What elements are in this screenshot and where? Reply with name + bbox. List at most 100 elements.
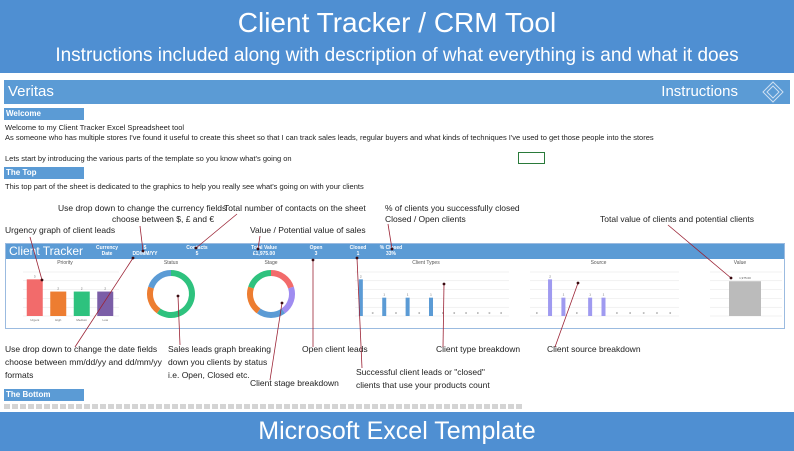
- annotation-pct-2: Closed / Open clients: [385, 214, 466, 224]
- annotation-client-type: Client type breakdown: [436, 344, 521, 354]
- annotation-pct-1: % of clients you successfully closed: [385, 203, 520, 213]
- source-chart: Source 0 2 1 0 1 1 0 0 0 0 0: [516, 260, 681, 328]
- data-label: 0: [372, 311, 374, 315]
- data-label: 0: [643, 311, 645, 315]
- data-label: 1,975.00: [739, 276, 751, 280]
- annotation-status-2: down you clients by status: [168, 357, 268, 367]
- open-value: 3: [314, 251, 318, 257]
- chart-title: Status: [163, 260, 179, 266]
- data-label: 3: [34, 274, 36, 278]
- data-label: 0: [669, 311, 671, 315]
- client-types-chart: Client Types 2 0 1 0 1 0 1 0 0 0 0 0 0: [341, 260, 511, 328]
- bar: [729, 281, 761, 316]
- tick-label: Urgent: [30, 318, 39, 322]
- annotation-total-value: Total value of clients and potential cli…: [600, 214, 755, 224]
- data-label: 2: [81, 287, 83, 291]
- currency-label: Currency: [96, 245, 118, 251]
- donut-segment: [247, 286, 261, 314]
- annotation-date-1: Use drop down to change the date fields: [5, 344, 158, 354]
- donut-segment: [270, 270, 294, 289]
- data-label: 0: [576, 311, 578, 315]
- annotation-status-3: i.e. Open, Closed etc.: [168, 370, 250, 380]
- annotation-status-1: Sales leads graph breaking: [168, 344, 272, 354]
- annotation-date-3: formats: [5, 370, 34, 380]
- selected-cell[interactable]: [518, 152, 545, 164]
- currency-dropdown[interactable]: $: [143, 245, 147, 251]
- donut-segment: [281, 286, 295, 314]
- top-banner: Client Tracker / CRM Tool Instructions i…: [0, 0, 794, 76]
- donut-segment: [248, 270, 272, 289]
- annotation-closed-1: Successful client leads or "closed": [356, 367, 485, 377]
- priority-chart: Priority 3 Urgent 2 High 2 Medium 2 Low: [9, 260, 121, 328]
- open-label: Open: [309, 245, 323, 251]
- bottom-banner: Microsoft Excel Template: [0, 412, 794, 451]
- tick-label: Low: [102, 318, 108, 322]
- donut-segment: [148, 270, 172, 289]
- chart-title: Source: [590, 260, 607, 266]
- bar: [405, 297, 410, 316]
- date-label: Date: [101, 251, 113, 257]
- bar: [26, 279, 43, 316]
- data-label: 0: [442, 311, 444, 315]
- total-value-label: Total Value: [250, 245, 278, 251]
- data-label: 1: [430, 293, 432, 297]
- status-chart: Status: [131, 260, 211, 328]
- bar: [588, 297, 593, 316]
- bar: [561, 297, 566, 316]
- section-the-top: The Top: [4, 167, 84, 179]
- bar: [601, 297, 606, 316]
- donut-segment: [147, 286, 161, 314]
- bar: [50, 291, 67, 316]
- bar: [382, 297, 387, 316]
- chart-title: Stage: [264, 260, 278, 266]
- stage-chart: Stage: [231, 260, 311, 328]
- annotation-contacts: Total number of contacts on the sheet: [224, 203, 366, 213]
- annotation-date-2: choose between mm/dd/yy and dd/mm/yy: [5, 357, 162, 367]
- date-format-dropdown[interactable]: DD/MM/YY: [132, 251, 158, 257]
- sheet-header: Veritas Instructions: [4, 80, 790, 104]
- data-label: 0: [418, 311, 420, 315]
- data-label: 0: [616, 311, 618, 315]
- data-label: 1: [603, 293, 605, 297]
- bar: [73, 291, 90, 316]
- contacts-value: 5: [195, 251, 199, 257]
- total-value-value: £1,975.00: [252, 251, 276, 257]
- donut-segment: [156, 270, 195, 318]
- cut-off-text: [4, 404, 524, 409]
- closed-value: 1: [356, 251, 360, 257]
- section-welcome: Welcome: [4, 108, 84, 120]
- data-label: 0: [477, 311, 479, 315]
- chart-title: Client Types: [412, 260, 440, 266]
- tick-label: Medium: [76, 318, 87, 322]
- chart-title: Value: [733, 260, 747, 266]
- welcome-text-1: Welcome to my Client Tracker Excel Sprea…: [5, 123, 185, 132]
- tick-label: High: [55, 318, 62, 322]
- bar: [548, 279, 553, 316]
- annotation-currency-1: Use drop down to change the currency fie…: [58, 203, 227, 213]
- welcome-text-2: As someone who has multiple stores I've …: [5, 133, 654, 142]
- brand-name: Veritas: [8, 83, 54, 100]
- annotation-closed-2: clients that use your products count: [356, 380, 490, 390]
- banner-subtitle: Instructions included along with descrip…: [55, 45, 739, 66]
- data-label: 1: [407, 293, 409, 297]
- data-label: 0: [536, 311, 538, 315]
- welcome-text-3: Lets start by introducing the various pa…: [5, 154, 292, 163]
- bar: [429, 297, 433, 316]
- annotation-currency-2: choose between $, £ and €: [112, 214, 215, 224]
- bottom-banner-title: Microsoft Excel Template: [258, 417, 536, 445]
- data-label: 2: [57, 287, 59, 291]
- banner-title: Client Tracker / CRM Tool: [237, 7, 557, 38]
- bar: [97, 291, 114, 316]
- data-label: 0: [629, 311, 631, 315]
- data-label: 1: [589, 293, 591, 297]
- chart-title: Priority: [57, 260, 73, 266]
- dashboard: Client Tracker Currency Date $ DD/MM/YY Co…: [5, 243, 785, 329]
- dashboard-title: Client Tracker: [9, 244, 84, 258]
- data-label: 0: [656, 311, 658, 315]
- annotation-open: Open client leads: [302, 344, 368, 354]
- sheet-title: Instructions: [661, 83, 738, 100]
- bar: [358, 279, 363, 316]
- data-label: 2: [360, 274, 362, 278]
- data-label: 2: [104, 287, 106, 291]
- section-the-bottom: The Bottom: [4, 389, 84, 401]
